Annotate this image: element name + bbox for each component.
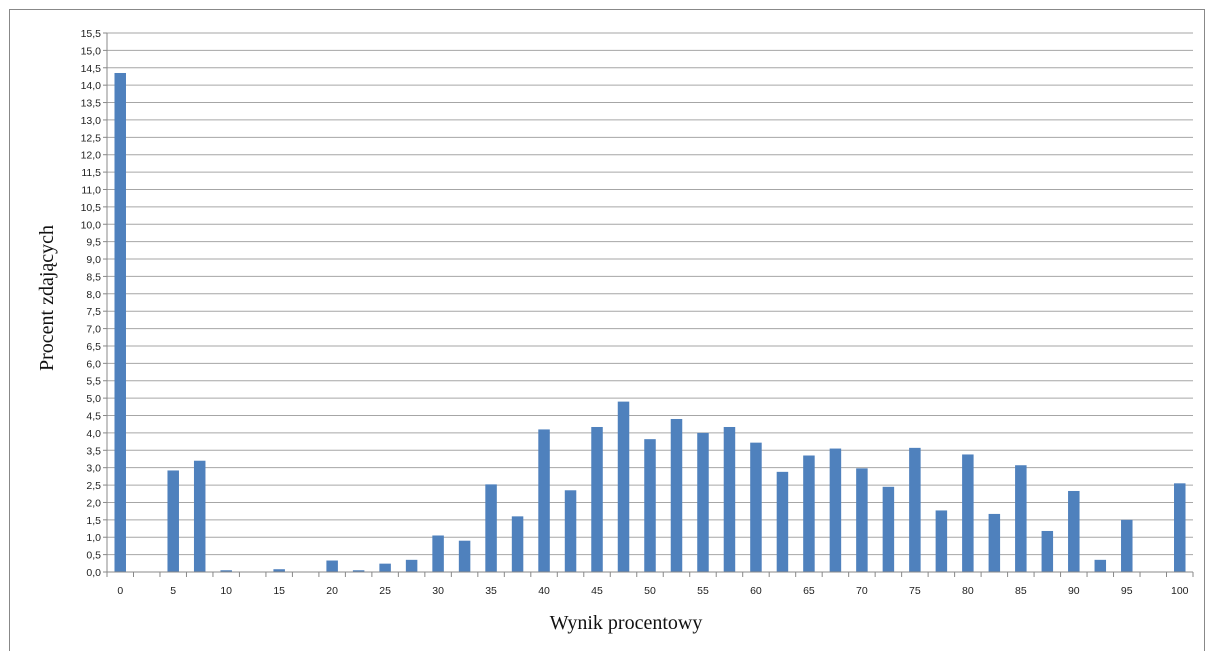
y-tick-label: 7,0: [86, 324, 101, 336]
bar: [1068, 490, 1080, 572]
y-axis-label: Procent zdających: [36, 225, 58, 371]
x-tick-label: 45: [591, 585, 603, 597]
y-tick-label: 10,0: [81, 219, 102, 231]
x-tick-label: 85: [1015, 585, 1027, 597]
y-tick-label: 11,0: [81, 184, 101, 196]
y-tick-label: 6,5: [86, 341, 101, 353]
y-tick-label: 3,0: [86, 463, 101, 475]
axes: [106, 33, 1194, 577]
bar: [458, 540, 471, 572]
bar: [379, 563, 391, 572]
x-tick-label: 10: [220, 585, 232, 597]
bar: [432, 535, 444, 572]
bar: [1174, 483, 1186, 572]
bar: [882, 486, 895, 572]
y-tick-label: 14,0: [81, 80, 102, 92]
chart-frame: [9, 9, 1205, 651]
bar: [1015, 465, 1027, 572]
x-tick-label: 30: [432, 585, 444, 597]
x-tick-label: 20: [326, 585, 338, 597]
x-tick-labels: 0 5 10 15 20 25 30 35 40 45 50 55 60 65 70 75 80 85 90 95 10…: [117, 585, 1188, 597]
bar: [273, 569, 285, 572]
bar: [829, 448, 842, 572]
y-tick-label: 12,0: [81, 150, 102, 162]
x-tick-label: 25: [379, 585, 391, 597]
bar: [1121, 519, 1133, 572]
bar: [617, 401, 630, 572]
y-tick-label: 7,5: [86, 306, 101, 318]
y-tick-label: 5,0: [86, 393, 101, 405]
bar: [988, 513, 1001, 572]
bar: [856, 468, 868, 572]
y-tick-label: 8,5: [86, 271, 101, 283]
x-tick-label: 40: [538, 585, 550, 597]
bar: [220, 570, 232, 572]
bar: [1094, 559, 1107, 572]
x-tick-label: 95: [1121, 585, 1133, 597]
x-axis-label: Wynik procentowy: [550, 612, 703, 634]
y-tick-label: 3,5: [86, 445, 101, 457]
bar: [935, 510, 948, 572]
x-tick-label: 70: [856, 585, 868, 597]
bar: [750, 442, 762, 572]
y-tick-label: 10,5: [81, 202, 102, 214]
bar: [511, 516, 524, 572]
x-tick-label: 90: [1068, 585, 1080, 597]
y-tick-label: 14,5: [81, 63, 102, 75]
y-tick-label: 4,5: [86, 411, 101, 423]
y-tick-label: 15,5: [81, 28, 102, 40]
y-tick-label: 2,0: [86, 497, 101, 509]
y-tick-label: 0,5: [86, 550, 101, 562]
x-tick-label: 80: [962, 585, 974, 597]
bar: [114, 72, 126, 573]
bar: [670, 418, 683, 572]
bar: [352, 570, 365, 572]
bar: [776, 471, 789, 572]
bar: [167, 470, 179, 572]
y-tick-label: 5,5: [86, 376, 101, 388]
bar: [962, 454, 974, 572]
y-tick-label: 13,0: [81, 115, 102, 127]
y-tick-label: 9,0: [86, 254, 101, 266]
y-tick-label: 4,0: [86, 428, 101, 440]
y-tick-label: 8,0: [86, 289, 101, 301]
x-tick-label: 55: [697, 585, 709, 597]
y-tick-label: 15,0: [81, 45, 102, 57]
x-tick-label: 35: [485, 585, 497, 597]
y-tick-label: 6,0: [86, 358, 101, 370]
bar: [538, 429, 550, 572]
y-tick-label: 0,0: [86, 567, 101, 579]
y-tick-label: 2,5: [86, 480, 101, 492]
x-tick-label: 100: [1171, 585, 1189, 597]
x-tick-label: 0: [117, 585, 123, 597]
x-tick-label: 75: [909, 585, 921, 597]
bar: [564, 490, 577, 572]
x-tick-label: 60: [750, 585, 762, 597]
bar: [644, 439, 656, 572]
y-tick-label: 1,5: [86, 515, 101, 527]
bar: [485, 484, 497, 572]
x-tick-label: 65: [803, 585, 815, 597]
x-tick-label: 5: [170, 585, 176, 597]
x-tick-label: 15: [273, 585, 285, 597]
y-tick-label: 12,5: [81, 132, 102, 144]
y-tick-label: 9,5: [86, 237, 101, 249]
bars: [114, 72, 1186, 573]
y-tick-label: 13,5: [81, 98, 102, 110]
bar: [697, 432, 709, 572]
bar: [909, 447, 921, 572]
bar: [193, 460, 206, 572]
bar: [591, 426, 603, 572]
y-tick-label: 1,0: [86, 532, 101, 544]
y-tick-labels: 0,0 0,5 1,0 1,5 2,0 2,5 3,0 3,5 4,0 4,5 5,0 5,5 6,0 6…: [81, 28, 102, 579]
bar: [803, 455, 815, 572]
bar: [326, 560, 338, 572]
bar: [723, 426, 736, 572]
bar: [1041, 530, 1054, 572]
y-tick-label: 11,5: [81, 167, 101, 179]
bar: [405, 559, 418, 572]
x-tick-label: 50: [644, 585, 656, 597]
